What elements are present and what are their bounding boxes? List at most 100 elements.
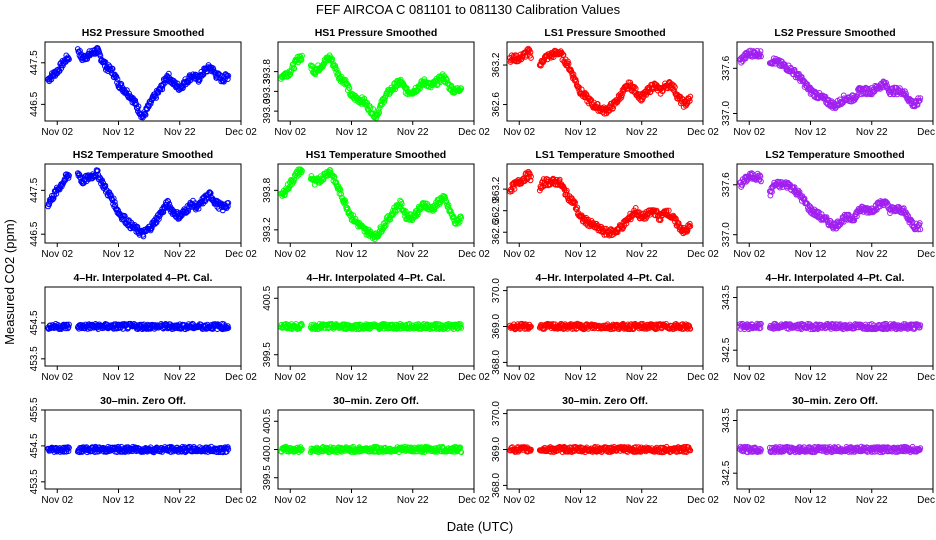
chart-panel: 4–Hr. Interpolated 4–Pt. Cal. Nov 02 Nov 1…	[29, 272, 257, 383]
x-tick-label: Nov 22	[397, 495, 429, 506]
y-tick-label: 400.0	[262, 437, 273, 462]
y-tick-label: 337.6	[721, 172, 732, 197]
x-tick-label: Nov 02	[41, 249, 73, 260]
x-tick-label: Nov 22	[626, 127, 658, 138]
x-tick-label: Nov 22	[626, 249, 658, 260]
panel-title: 30–min. Zero Off.	[792, 395, 878, 407]
data-point	[632, 85, 639, 92]
x-tick-label: Nov 02	[503, 249, 535, 260]
y-tick-label: 400.5	[262, 408, 273, 433]
data-point	[309, 62, 315, 69]
chart-panel: 4–Hr. Interpolated 4–Pt. Cal.Nov 02 Nov 1…	[262, 272, 490, 383]
data-point	[299, 52, 305, 59]
x-tick-label: Nov 22	[397, 127, 429, 138]
series-points	[45, 45, 232, 121]
series-points	[507, 443, 694, 456]
series-points	[737, 170, 924, 233]
y-tick-label: 369.0	[491, 437, 502, 462]
panel-title: 30–min. Zero Off.	[562, 395, 648, 407]
data-point	[672, 84, 678, 90]
x-tick-label: Nov 22	[164, 372, 196, 383]
data-point	[671, 87, 678, 94]
x-tick-label: Nov 02	[41, 372, 73, 383]
y-tick-label: 455.5	[29, 397, 40, 422]
plot-frame	[44, 41, 242, 122]
x-tick-label: Nov 02	[274, 372, 306, 383]
x-tick-label: Dec 02	[687, 495, 719, 506]
panel-title: LS2 Pressure Smoothed	[774, 27, 895, 39]
x-tick-label: Nov 12	[565, 495, 597, 506]
panel-title: HS1 Pressure Smoothed	[315, 27, 438, 39]
y-tick-label: 342.5	[721, 460, 732, 485]
x-tick-label: Nov 22	[626, 372, 658, 383]
x-tick-label: Nov 12	[336, 249, 368, 260]
data-point	[392, 86, 399, 93]
y-tick-label: 363.2	[491, 52, 502, 77]
x-tick-label: Nov 02	[733, 127, 765, 138]
data-point	[673, 92, 680, 99]
y-tick-label: 363.2	[491, 176, 502, 201]
data-point	[687, 93, 694, 100]
plot-frame	[506, 41, 704, 122]
x-tick-label: Dec 02	[225, 249, 257, 260]
data-point	[568, 69, 575, 76]
y-tick-label: 342.5	[721, 337, 732, 362]
x-tick-label: Nov 12	[795, 372, 827, 383]
plot-frame	[277, 41, 475, 122]
panel-title: 4–Hr. Interpolated 4–Pt. Cal.	[766, 272, 905, 284]
x-tick-label: Dec 02	[687, 249, 719, 260]
x-tick-label: Nov 22	[397, 372, 429, 383]
x-tick-label: Nov 12	[565, 249, 597, 260]
x-tick-label: Dec 02	[687, 127, 719, 138]
data-point	[560, 52, 567, 58]
x-tick-label: Nov 12	[336, 495, 368, 506]
chart-panel: 4–Hr. Interpolated 4–Pt. Cal.Nov 02 Nov 1…	[721, 272, 936, 383]
series-points	[45, 443, 232, 456]
data-point	[221, 78, 227, 85]
data-point	[84, 56, 91, 62]
y-tick-label: 393.0	[262, 98, 273, 123]
y-tick-label: 393.2	[262, 217, 273, 242]
x-tick-label: Nov 12	[103, 372, 135, 383]
data-point	[444, 77, 450, 84]
data-point	[758, 53, 764, 60]
panel-title: 30–min. Zero Off.	[100, 395, 186, 407]
data-point	[159, 86, 166, 93]
chart-panel: 4–Hr. Interpolated 4–Pt. Cal.Nov 02 Nov 1…	[491, 272, 719, 383]
data-point	[77, 48, 83, 54]
x-tick-label: Dec 02	[917, 127, 936, 138]
y-tick-label: 370.0	[491, 278, 502, 303]
y-tick-label: 454.5	[29, 433, 40, 458]
panel-title: 4–Hr. Interpolated 4–Pt. Cal.	[536, 272, 675, 284]
series-points	[45, 320, 232, 333]
x-tick-label: Nov 22	[856, 495, 888, 506]
data-point	[346, 85, 353, 92]
x-tick-label: Dec 02	[458, 127, 490, 138]
y-tick-label: 393.3	[262, 78, 273, 103]
y-tick-label: 368.0	[491, 472, 502, 497]
data-point	[142, 111, 149, 118]
panel-title: LS1 Temperature Smoothed	[535, 149, 674, 161]
panel-title: 4–Hr. Interpolated 4–Pt. Cal.	[74, 272, 213, 284]
panel-title: 30–min. Zero Off.	[333, 395, 419, 407]
series-points	[507, 45, 694, 117]
data-point	[119, 84, 126, 91]
x-tick-label: Dec 02	[917, 249, 936, 260]
series-points	[737, 47, 924, 112]
data-point	[614, 99, 620, 106]
y-tick-label: 393.8	[262, 59, 273, 84]
panel-title: HS2 Temperature Smoothed	[73, 149, 213, 161]
series-points	[507, 320, 694, 333]
panel-title: 4–Hr. Interpolated 4–Pt. Cal.	[307, 272, 446, 284]
x-tick-label: Nov 02	[41, 127, 73, 138]
data-point	[225, 72, 232, 79]
series-points	[278, 52, 465, 121]
